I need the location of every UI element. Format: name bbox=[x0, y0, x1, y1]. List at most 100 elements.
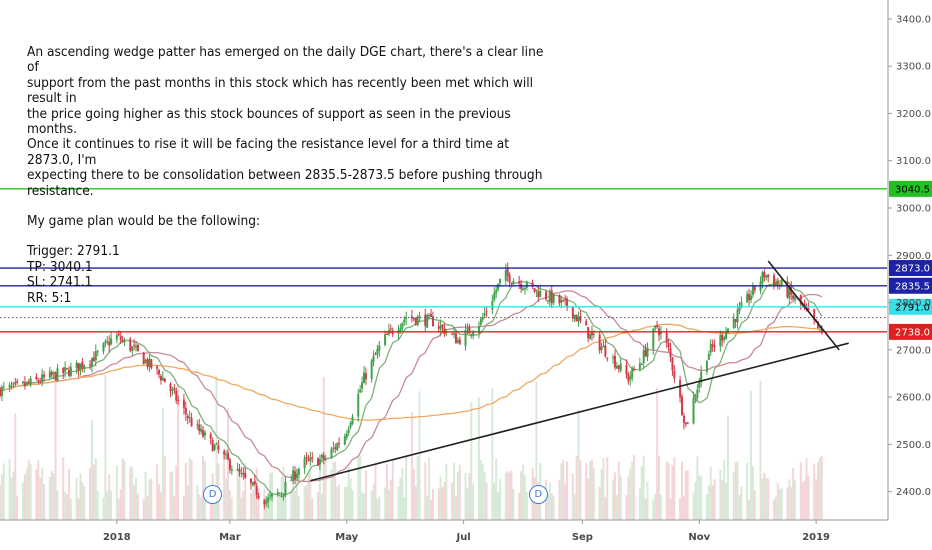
candle-body bbox=[43, 374, 46, 378]
candlestick bbox=[35, 373, 38, 381]
trendline-support bbox=[310, 342, 849, 482]
volume-bar bbox=[456, 471, 459, 520]
candlestick bbox=[749, 290, 752, 304]
volume-bar bbox=[290, 490, 293, 520]
price-axis[interactable]: 2400.0 2500.0 2600.0 2700.0 2800.0 2900.0 3000… bbox=[887, 0, 931, 520]
volume-bar bbox=[121, 458, 124, 520]
volume-bar bbox=[330, 469, 333, 520]
candlestick bbox=[684, 422, 687, 428]
candlestick bbox=[786, 276, 789, 299]
volume-bar bbox=[604, 496, 607, 520]
volume-bar bbox=[384, 487, 387, 520]
volume-bar bbox=[579, 460, 582, 520]
candle-body bbox=[271, 493, 274, 497]
candlestick bbox=[253, 474, 256, 487]
volume-bar bbox=[426, 495, 429, 520]
candlestick bbox=[577, 311, 580, 327]
volume-bar bbox=[709, 466, 712, 520]
volume-bar bbox=[359, 455, 362, 520]
candlestick bbox=[477, 321, 480, 339]
candlestick bbox=[359, 385, 362, 394]
dividend-marker-icon[interactable]: D bbox=[528, 485, 548, 504]
volume-bar bbox=[397, 486, 400, 520]
time-axis[interactable]: 2018 Mar May Jul Sep Nov 2019 bbox=[0, 519, 888, 543]
volume-bar bbox=[673, 457, 676, 520]
candlestick bbox=[686, 421, 689, 425]
candle-body bbox=[225, 454, 228, 456]
candle-body bbox=[240, 472, 243, 474]
volume-bar bbox=[161, 407, 164, 520]
candlestick bbox=[439, 319, 442, 337]
candlestick bbox=[303, 455, 306, 474]
candlestick bbox=[81, 357, 84, 373]
candle-body bbox=[2, 386, 5, 388]
candlestick bbox=[190, 412, 193, 427]
volume-bar bbox=[215, 376, 218, 520]
candle-body bbox=[52, 372, 55, 374]
candle-body bbox=[751, 285, 754, 295]
candle-body bbox=[211, 439, 214, 452]
candlestick bbox=[656, 320, 659, 329]
candle-body bbox=[203, 432, 206, 436]
dividend-marker-icon[interactable]: D bbox=[203, 485, 223, 504]
candle-body bbox=[709, 344, 712, 353]
candlestick bbox=[418, 311, 421, 323]
candlestick bbox=[504, 263, 507, 286]
candlestick bbox=[324, 455, 327, 462]
candle-body bbox=[479, 319, 482, 325]
candle-body bbox=[290, 479, 293, 481]
candle-body bbox=[692, 397, 695, 424]
volume-bar bbox=[669, 498, 672, 520]
volume-bar bbox=[351, 490, 354, 520]
candlestick bbox=[681, 393, 684, 416]
candle-body bbox=[613, 355, 616, 368]
candlestick bbox=[83, 364, 86, 373]
volume-bar bbox=[656, 387, 659, 520]
candlestick bbox=[202, 426, 205, 439]
candle-body bbox=[249, 478, 252, 484]
candlestick bbox=[470, 333, 473, 339]
candle-body bbox=[522, 288, 525, 291]
candlestick bbox=[242, 467, 245, 480]
volume-bar bbox=[29, 464, 32, 520]
candlestick bbox=[203, 430, 206, 440]
volume-bar bbox=[749, 391, 752, 520]
candle-body bbox=[443, 327, 446, 335]
volume-bar bbox=[506, 470, 509, 520]
volume-bar bbox=[324, 462, 327, 520]
volume-bar bbox=[776, 483, 779, 520]
candle-body bbox=[307, 459, 310, 461]
candlestick bbox=[186, 413, 189, 425]
candlestick bbox=[14, 377, 17, 387]
candle-body bbox=[108, 341, 111, 346]
candlestick bbox=[497, 283, 500, 292]
candle-body bbox=[761, 272, 764, 284]
candle-body bbox=[430, 314, 433, 317]
candlestick bbox=[508, 272, 511, 288]
volume-bar bbox=[788, 479, 791, 520]
candle-body bbox=[184, 407, 187, 415]
candlestick bbox=[198, 418, 201, 435]
candlestick bbox=[550, 285, 553, 309]
volume-bar bbox=[552, 496, 555, 520]
candle-body bbox=[483, 312, 486, 316]
volume-bar bbox=[560, 463, 563, 520]
price-tick-label: 3300.0 bbox=[896, 62, 931, 73]
volume-bar bbox=[472, 483, 475, 520]
volume-bar bbox=[317, 491, 320, 520]
volume-bar bbox=[631, 461, 634, 520]
candle-body bbox=[292, 470, 295, 482]
volume-bar bbox=[265, 495, 268, 520]
candle-body bbox=[27, 381, 30, 384]
volume-bar bbox=[253, 482, 256, 520]
candle-body bbox=[726, 328, 729, 333]
volume-bar bbox=[196, 485, 199, 520]
volume-bar bbox=[357, 457, 360, 520]
candlestick bbox=[405, 311, 408, 326]
candlestick bbox=[282, 493, 285, 501]
candle-body bbox=[552, 294, 555, 303]
volume-bar bbox=[79, 473, 82, 520]
candle-body bbox=[115, 335, 118, 340]
volume-bar bbox=[602, 458, 605, 520]
